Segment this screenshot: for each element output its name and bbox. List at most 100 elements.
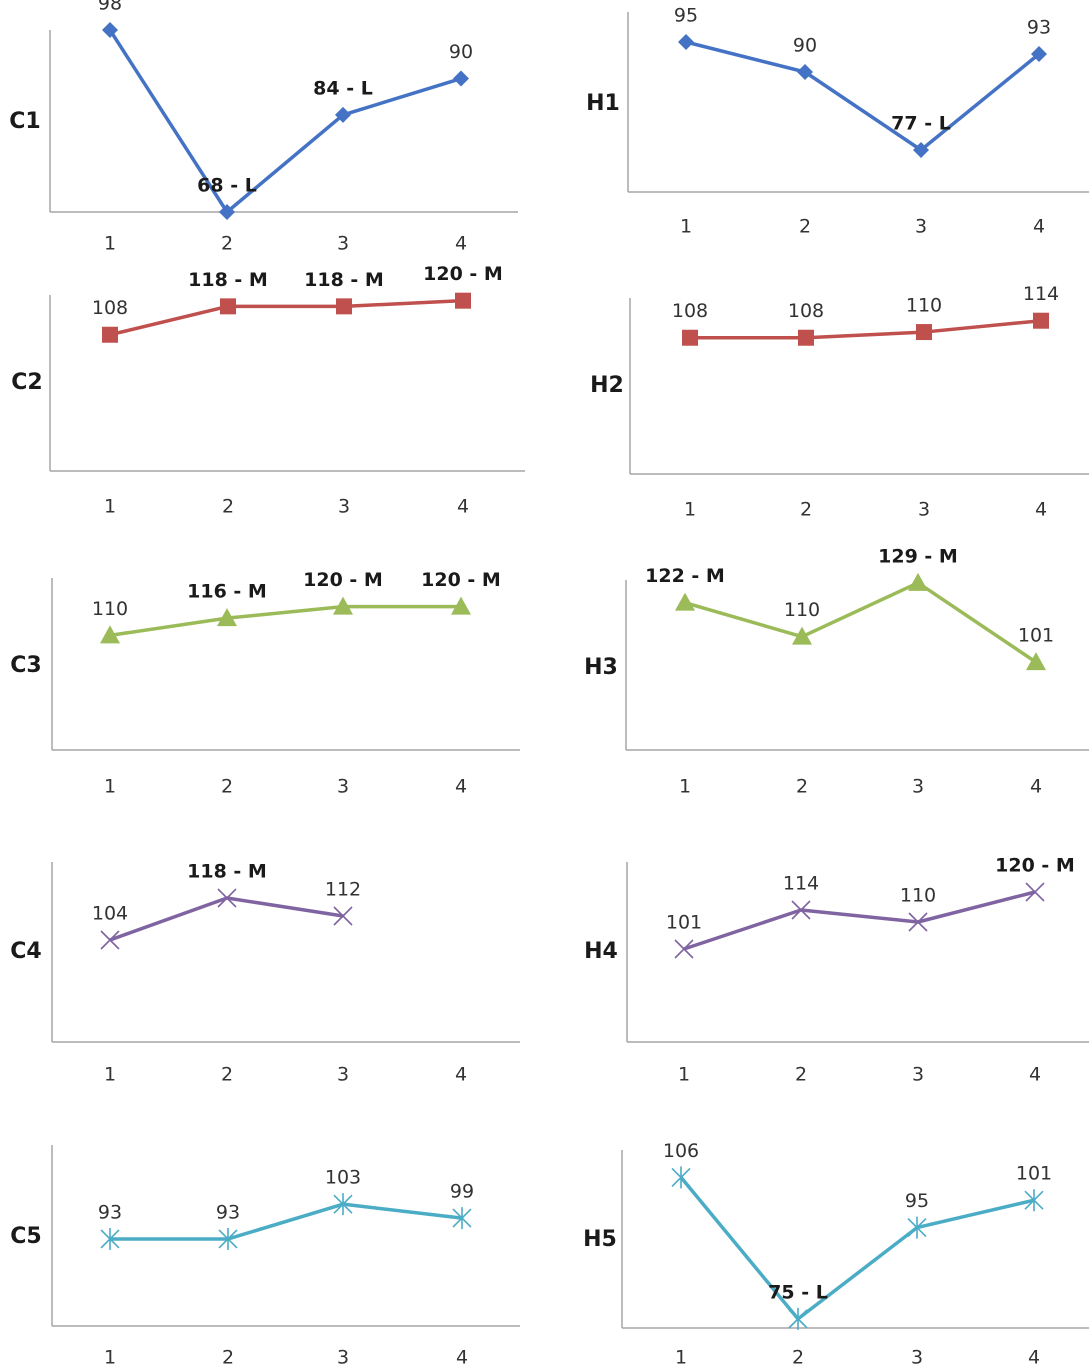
chart-row-label: C3 — [10, 653, 41, 678]
series-line — [109, 896, 344, 942]
data-point — [1026, 652, 1046, 671]
chart-row-label: C2 — [11, 370, 42, 395]
data-label: 120 - M — [421, 569, 501, 591]
data-label: 129 - M — [878, 545, 958, 567]
data-label: 95 — [905, 1190, 929, 1212]
data-label: 101 — [666, 912, 702, 934]
chart-c4: C4 1 2 3 4 104 118 - M 112 — [10, 861, 520, 1086]
data-label: 75 - L — [768, 1281, 828, 1303]
series-line — [109, 298, 464, 337]
x-tick-label: 2 — [799, 216, 811, 238]
x-tick-label: 1 — [104, 496, 116, 518]
chart-row-label: H2 — [590, 373, 624, 398]
data-label: 116 - M — [187, 581, 267, 603]
data-label: 110 — [906, 295, 942, 317]
data-point — [220, 298, 236, 315]
series-line — [110, 1202, 463, 1241]
x-tick-label: 4 — [1028, 1347, 1040, 1369]
x-tick-label: 3 — [911, 1347, 923, 1369]
data-label: 114 — [1023, 283, 1059, 305]
x-tick-label: 2 — [792, 1347, 804, 1369]
x-tick-label: 1 — [104, 1347, 116, 1369]
data-label: 104 — [92, 903, 128, 925]
data-label: 110 — [900, 885, 936, 907]
x-tick-label: 4 — [457, 496, 469, 518]
data-point — [455, 292, 471, 309]
data-label: 110 — [92, 598, 128, 620]
data-point — [100, 625, 120, 644]
data-label: 108 — [788, 300, 824, 322]
x-tick-label: 1 — [684, 499, 696, 521]
data-label: 93 — [98, 1201, 122, 1223]
series-line — [679, 1176, 1035, 1321]
data-point — [913, 142, 929, 158]
data-point — [1031, 46, 1047, 62]
chart-h5: H5 1 2 3 4 106 75 - L 95 101 — [583, 1140, 1089, 1369]
data-point — [100, 930, 120, 950]
data-label: 120 - M — [995, 855, 1075, 877]
chart-c3: C3 1 2 3 4 110 116 - M 120 - M 120 - M — [10, 569, 520, 798]
data-point — [451, 596, 471, 615]
x-tick-label: 4 — [1029, 1064, 1041, 1086]
data-label: 106 — [663, 1140, 699, 1162]
data-point — [798, 329, 814, 346]
x-tick-label: 4 — [1030, 776, 1042, 798]
x-tick-label: 2 — [222, 496, 234, 518]
chart-row-label: C4 — [10, 939, 41, 964]
data-label: 118 - M — [187, 861, 267, 883]
data-point — [336, 298, 352, 315]
series-line — [684, 581, 1037, 664]
data-point — [219, 204, 235, 220]
x-tick-label: 3 — [337, 1064, 349, 1086]
data-point — [671, 1166, 691, 1189]
chart-h4: H4 1 2 3 4 101 114 110 120 - M — [584, 855, 1089, 1086]
data-label: 99 — [450, 1181, 474, 1203]
data-label: 101 — [1018, 625, 1054, 647]
data-point — [791, 900, 811, 920]
x-tick-label: 1 — [678, 1064, 690, 1086]
series-line — [108, 29, 462, 214]
data-point — [333, 596, 353, 615]
x-tick-label: 4 — [1033, 216, 1045, 238]
data-point — [100, 1227, 120, 1250]
data-point — [908, 912, 928, 932]
data-point — [1033, 312, 1049, 329]
x-tick-label: 2 — [221, 1064, 233, 1086]
x-tick-label: 3 — [912, 776, 924, 798]
data-point — [452, 1207, 472, 1230]
x-tick-label: 4 — [455, 1064, 467, 1086]
chart-row-label: H3 — [584, 655, 618, 680]
x-tick-label: 2 — [795, 1064, 807, 1086]
x-tick-label: 2 — [221, 776, 233, 798]
data-label: 77 - L — [891, 113, 951, 135]
data-point — [682, 329, 698, 346]
x-tick-label: 1 — [675, 1347, 687, 1369]
data-point — [674, 939, 694, 959]
chart-row-label: H1 — [586, 91, 620, 116]
data-point — [217, 608, 237, 627]
data-label: 93 — [216, 1201, 240, 1223]
data-label: 108 — [672, 300, 708, 322]
data-point — [907, 1216, 927, 1239]
chart-row-label: C5 — [10, 1224, 41, 1249]
data-point — [916, 324, 932, 341]
x-tick-label: 3 — [337, 776, 349, 798]
data-point — [1024, 1189, 1044, 1212]
data-point — [335, 106, 351, 123]
data-point — [1025, 882, 1045, 902]
data-point — [102, 22, 118, 38]
data-label: 114 — [783, 873, 819, 895]
data-point — [333, 906, 353, 926]
x-tick-label: 2 — [796, 776, 808, 798]
x-tick-label: 2 — [222, 1347, 234, 1369]
data-point — [102, 326, 118, 343]
chart-c5: C5 1 2 3 4 93 93 103 99 — [10, 1145, 520, 1369]
x-tick-label: 4 — [1035, 499, 1047, 521]
data-label: 110 — [784, 599, 820, 621]
data-label: 93 — [1027, 17, 1051, 39]
chart-c2: C2 1 2 3 4 108 118 - M 118 - M 120 - M — [11, 263, 525, 518]
data-label: 108 — [92, 297, 128, 319]
x-tick-label: 3 — [918, 499, 930, 521]
x-tick-label: 1 — [104, 1064, 116, 1086]
data-point — [675, 592, 695, 611]
